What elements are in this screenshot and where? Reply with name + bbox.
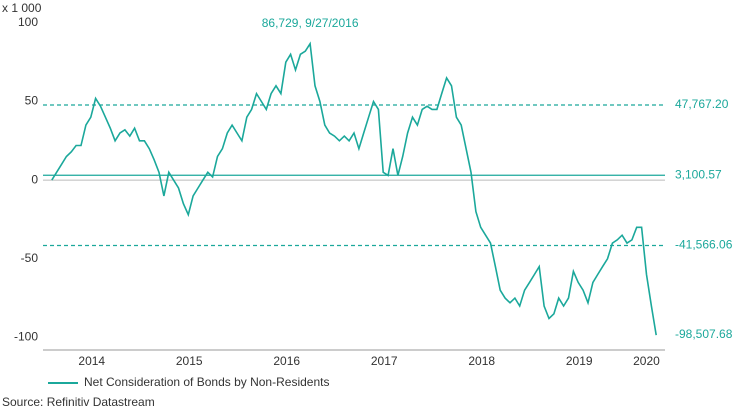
y-tick-label: 50 [25, 94, 39, 108]
series-line [51, 41, 657, 336]
reference-label: 47,767.20 [675, 97, 729, 111]
x-tick-label: 2016 [273, 354, 300, 368]
end-label: -98,507.68 [675, 327, 733, 341]
x-tick-label: 2015 [176, 354, 203, 368]
annotation: 86,729, 9/27/2016 [262, 16, 359, 30]
source: Source: Refinitiv Datastream [2, 395, 155, 409]
x-tick-label: 2018 [468, 354, 495, 368]
x-tick-label: 2019 [566, 354, 593, 368]
y-tick-label: -50 [21, 251, 39, 265]
y-unit-label: x 1 000 [2, 1, 42, 15]
reference-label: 3,100.57 [675, 167, 722, 181]
x-tick-label: 2020 [633, 354, 660, 368]
y-tick-label: 0 [31, 172, 38, 186]
legend-label: Net Consideration of Bonds by Non-Reside… [84, 375, 329, 389]
x-tick-label: 2014 [78, 354, 105, 368]
reference-label: -41,566.06 [675, 238, 733, 252]
x-tick-label: 2017 [371, 354, 398, 368]
y-tick-label: 100 [18, 15, 38, 29]
y-tick-label: -100 [14, 330, 38, 344]
